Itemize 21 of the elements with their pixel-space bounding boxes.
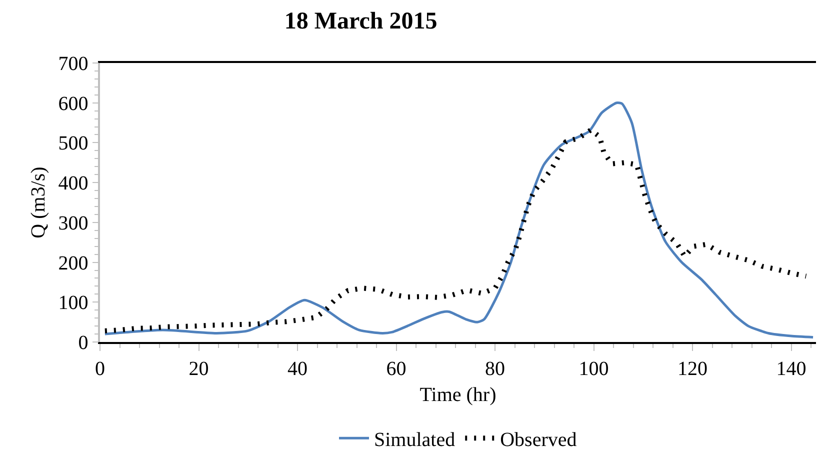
y-tick-label: 500: [58, 132, 88, 155]
y-tick-label: 400: [58, 172, 88, 195]
legend-label: Observed: [500, 428, 577, 451]
legend-label: Simulated: [374, 428, 456, 451]
y-axis-title: Q (m3/s): [27, 166, 50, 238]
chart-title: 18 March 2015: [284, 8, 438, 34]
y-tick-label: 100: [58, 292, 88, 314]
x-tick-label: 80: [485, 358, 506, 380]
y-tick-label: 600: [58, 92, 88, 115]
x-tick-label: 40: [288, 358, 308, 380]
y-tick-label: 300: [58, 212, 88, 234]
x-tick-label: 60: [386, 358, 406, 380]
x-axis-title: Time (hr): [420, 384, 496, 406]
x-tick-label: 100: [578, 358, 609, 380]
y-tick-label: 200: [58, 252, 88, 274]
y-tick-label: 700: [58, 53, 88, 75]
x-tick-label: 20: [188, 358, 209, 380]
x-tick-label: 140: [776, 358, 806, 380]
x-tick-label: 0: [95, 358, 105, 380]
y-tick-label: 0: [78, 332, 88, 354]
x-tick-label: 120: [678, 358, 708, 380]
